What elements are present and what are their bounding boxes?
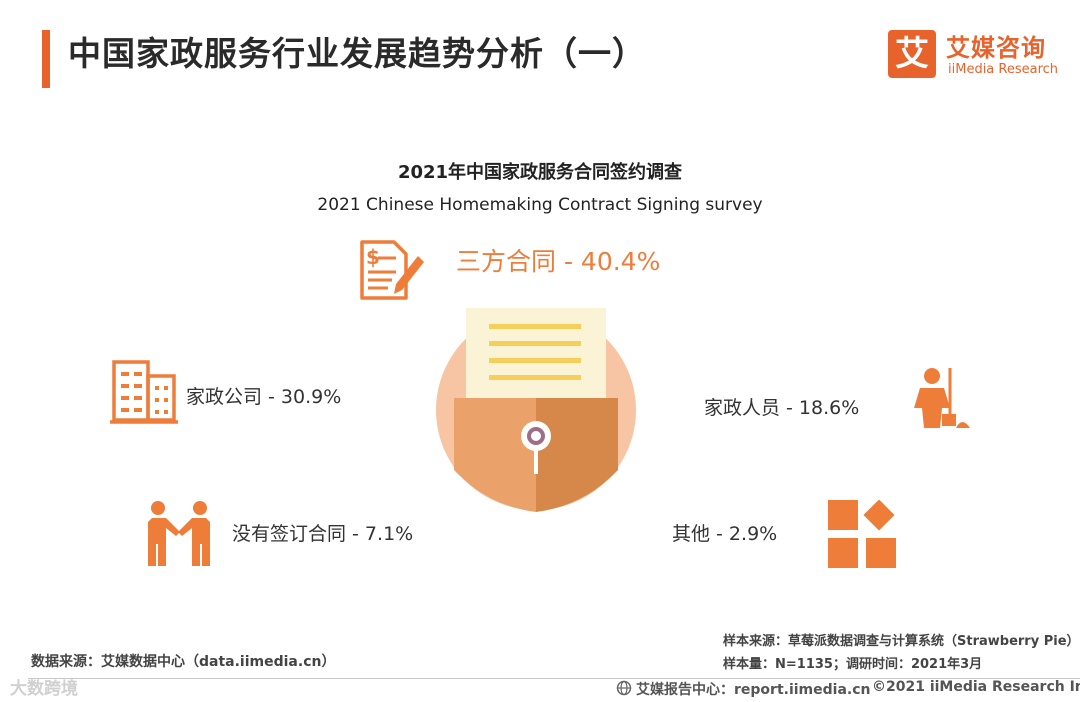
logo-mark: 艾 [888, 30, 936, 78]
data-source: 数据来源：艾媒数据中心（data.iimedia.cn） [31, 654, 336, 670]
page-title: 中国家政服务行业发展趋势分析（一） [68, 34, 646, 73]
contract-document-icon: $ [360, 240, 424, 300]
title-accent-bar [42, 30, 50, 88]
paper-line [489, 324, 581, 329]
logo-text-en: iiMedia Research [948, 62, 1059, 77]
copyright: ©2021 iiMedia Research Inc [872, 679, 1080, 695]
svg-text:$: $ [366, 245, 380, 269]
paper-line [489, 375, 581, 380]
handshake-icon [148, 501, 210, 566]
office-building-icon [110, 360, 178, 424]
paper-line [489, 341, 581, 346]
chart-subtitle: 2021 Chinese Homemaking Contract Signing… [317, 195, 763, 215]
envelope-right [536, 398, 618, 512]
envelope-seal-dot [531, 431, 541, 441]
label-homemaking-company: 家政公司 - 30.9% [186, 386, 342, 408]
housekeeper-icon [914, 368, 970, 428]
sample-source: 样本来源：草莓派数据调查与计算系统（Strawberry Pie） [723, 634, 1080, 649]
label-other: 其他 - 2.9% [672, 523, 778, 545]
shapes-icon [828, 500, 896, 568]
iimedia-logo: 艾 艾媒咨询 iiMedia Research [888, 30, 1063, 82]
watermark: 大数跨境 [10, 679, 78, 699]
chart-title: 2021年中国家政服务合同签约调查 [397, 162, 683, 183]
report-center-link[interactable]: 艾媒报告中心：report.iimedia.cn [636, 682, 871, 698]
paper-line [489, 358, 581, 363]
globe-icon [616, 680, 632, 696]
label-three-party-contract: 三方合同 - 40.4% [456, 247, 661, 276]
footer-divider [28, 678, 1080, 679]
label-housekeeper: 家政人员 - 18.6% [704, 397, 860, 419]
sample-size: 样本量：N=1135；调研时间：2021年3月 [723, 657, 983, 672]
label-no-contract: 没有签订合同 - 7.1% [232, 523, 414, 545]
logo-text-cn: 艾媒咨询 [946, 34, 1046, 62]
envelope-left [454, 398, 536, 512]
